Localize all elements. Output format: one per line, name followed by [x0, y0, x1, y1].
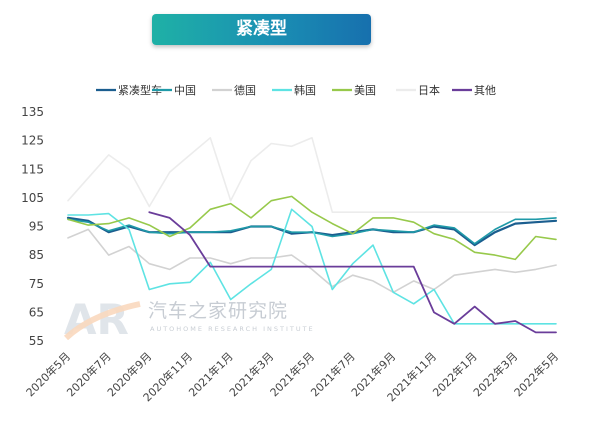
- y-tick-label: 65: [29, 305, 44, 319]
- legend-label-3: 韩国: [294, 83, 316, 97]
- series-line-5: [67, 137, 557, 213]
- legend-label-4: 美国: [354, 84, 376, 97]
- watermark-logo-text: AR: [64, 295, 129, 340]
- series-line-3: [67, 208, 557, 325]
- series-line-1: [67, 217, 557, 245]
- series-line-6: [148, 211, 557, 334]
- legend-label-5: 日本: [418, 83, 440, 97]
- chart-legend: 紧凑型车 中国 德国 韩国 美国 日本 其他: [96, 83, 496, 97]
- y-tick-label: 115: [21, 162, 44, 176]
- chart-title-banner: 紧凑型: [152, 14, 371, 45]
- y-tick-label: 105: [21, 191, 44, 205]
- y-tick-label: 85: [29, 248, 44, 262]
- y-tick-label: 135: [21, 105, 44, 119]
- watermark: AR 汽车之家研究院 AUTOHOME RESEARCH INSTITUTE: [62, 294, 322, 344]
- y-tick-label: 125: [21, 134, 44, 148]
- x-axis: 2020年5月2020年7月2020年9月2020年11月2021年1月2021…: [23, 349, 561, 404]
- watermark-name: 汽车之家研究院: [148, 300, 289, 322]
- y-tick-label: 75: [29, 277, 44, 291]
- watermark-subtitle: AUTOHOME RESEARCH INSTITUTE: [150, 325, 315, 333]
- legend-label-1: 中国: [174, 84, 196, 97]
- series-line-4: [67, 195, 557, 261]
- y-tick-label: 55: [29, 334, 44, 348]
- series-line-2: [67, 228, 557, 294]
- y-tick-label: 95: [29, 220, 44, 234]
- legend-label-6: 其他: [474, 84, 496, 97]
- watermark-logo-swoosh: [63, 301, 141, 340]
- legend-label-0: 紧凑型车: [118, 83, 162, 97]
- legend-label-2: 德国: [234, 83, 256, 97]
- watermark-logo: AR: [63, 295, 141, 340]
- y-axis: 55 65 75 85 95 105 115 125 135: [21, 105, 44, 348]
- series-lines: [66, 137, 558, 334]
- x-tick-label: 2022年5月: [511, 349, 561, 399]
